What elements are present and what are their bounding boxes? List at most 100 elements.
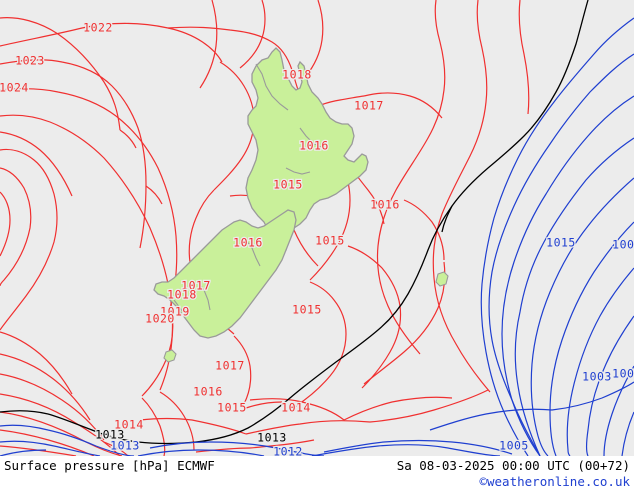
isobar-path-blue <box>549 221 634 456</box>
isobar-path-red <box>403 199 445 261</box>
isobar-path-red <box>0 373 105 441</box>
isobar-path-blue <box>566 267 634 456</box>
isobar-path-red <box>0 59 147 249</box>
isobar-path-red <box>518 0 530 115</box>
isobar-path-blue <box>311 444 501 456</box>
isobar-path-blue <box>0 440 101 456</box>
pressure-chart-canvas[interactable]: 1022 1023 1024 1018 1017 1016 1015 1016 1015 1016… <box>0 0 634 456</box>
map-footer-bar: Surface pressure [hPa] ECMWF Sa 08-03-20… <box>0 456 634 490</box>
contour-map-svg: 1022102310241018101710161015101610151016… <box>0 0 634 456</box>
isobar-value-label: 1013 <box>95 428 125 442</box>
isobar-path-red <box>188 189 215 263</box>
isobar-value-label: 1022 <box>83 21 113 35</box>
isobar-path-red <box>239 0 266 69</box>
coastline-detail <box>173 63 325 317</box>
isobar-value-label: 1018 <box>282 68 312 82</box>
isobar-path-red <box>139 417 247 435</box>
isobar-path-blue <box>501 95 634 456</box>
isobar-path-red <box>119 129 137 149</box>
isobar-value-label: 1017 <box>181 279 211 293</box>
isobar-path-red <box>141 397 166 456</box>
isobar-value-label: 1024 <box>0 81 29 95</box>
chatham-islands <box>435 271 449 287</box>
isobar-value-label: 1013 <box>110 439 140 453</box>
isobar-path-red <box>343 396 453 421</box>
isobar-path-red <box>0 191 11 257</box>
isobar-path-black-1013 <box>0 0 589 445</box>
isobar-path-red <box>159 391 195 451</box>
isobar-path-red <box>0 22 223 63</box>
isobar-path-blue <box>585 315 634 456</box>
isobar-path-blue <box>323 439 513 455</box>
isobar-path-blue <box>603 365 634 456</box>
isobar-path-red <box>0 167 32 287</box>
south-island <box>153 209 297 339</box>
isobar-value-label: 1007 <box>612 238 634 252</box>
isobar-path-red <box>145 185 163 205</box>
isobar-path-red <box>233 335 252 405</box>
isobar-path-blue <box>429 408 553 431</box>
isobar-path-red <box>103 441 129 456</box>
sea-background <box>0 0 634 456</box>
isobar-value-label: 1023 <box>15 54 45 68</box>
isobar-value-label: 1018 <box>167 288 197 302</box>
isobar-value-label: 1016 <box>233 236 263 250</box>
isobar-path-red <box>249 398 345 421</box>
isobar-path-red <box>0 148 58 331</box>
isobar-path-blue <box>551 381 634 411</box>
isobar-path-red <box>363 261 446 385</box>
isobar-path-red <box>305 0 324 77</box>
isobar-value-label: 1015 <box>292 303 322 317</box>
isobar-value-label: 1015 <box>273 178 303 192</box>
isobar-path-red <box>0 429 95 456</box>
isobar-path-blue <box>149 441 325 456</box>
landmass-group <box>153 47 449 363</box>
isobar-path-red <box>376 0 446 355</box>
isobar-value-label: 1013 <box>257 431 287 445</box>
isobar-value-label: 1015 <box>546 236 576 250</box>
isobar-path-red <box>0 331 73 395</box>
isobar-path-blue <box>0 424 135 456</box>
isobar-path-red <box>0 17 121 131</box>
isobar-path-red <box>363 92 443 119</box>
isobar-value-label: 1017 <box>354 99 384 113</box>
isobar-path-red <box>0 393 121 456</box>
stewart-island <box>163 349 177 363</box>
isobar-path-black-1013-branch <box>441 205 453 233</box>
credit-label: ©weatheronline.co.uk <box>479 474 630 489</box>
isobar-value-label: 1004 <box>612 367 634 381</box>
valid-time-label: Sa 08-03-2025 00:00 UTC (00+72) <box>396 458 630 473</box>
isobar-path-red <box>0 131 73 197</box>
isobar-value-label: 1014 <box>281 401 311 415</box>
isobar-path-red <box>369 389 489 423</box>
isobar-value-label: 1015 <box>315 234 345 248</box>
isobar-path-blue <box>480 17 634 456</box>
isobar-group-reference-1013 <box>0 0 589 445</box>
isobar-path-red <box>295 281 347 407</box>
isobar-path-blue <box>488 53 634 456</box>
isobar-group-low-pressure <box>0 17 634 456</box>
isobar-path-red <box>249 439 315 449</box>
isobar-path-red <box>245 420 371 435</box>
isobar-value-label: 1005 <box>499 439 529 453</box>
isobar-path-red <box>0 88 178 309</box>
isobar-path-red <box>199 0 218 89</box>
isobar-path-red <box>293 229 319 267</box>
isobar-path-red <box>195 447 251 453</box>
isobar-value-label: 1014 <box>114 418 144 432</box>
isobar-path-red <box>0 353 91 421</box>
isobar-value-label: 1003 <box>582 370 612 384</box>
isobar-path-red <box>245 401 283 409</box>
isobar-path-blue <box>0 449 47 456</box>
isobar-value-label: 1016 <box>193 385 223 399</box>
isobar-value-label: 1016 <box>299 139 329 153</box>
isobar-value-label: 1019 <box>160 305 190 319</box>
isobar-path-blue <box>137 449 265 456</box>
isobar-label-group: 1022102310241018101710161015101610151016… <box>0 19 634 457</box>
isobar-path-blue <box>530 177 634 456</box>
isobar-value-label: 1015 <box>217 401 247 415</box>
isobar-value-label: 1012 <box>273 445 303 457</box>
isobar-value-label: 1020 <box>145 312 175 326</box>
product-title: Surface pressure [hPa] ECMWF <box>4 458 215 473</box>
